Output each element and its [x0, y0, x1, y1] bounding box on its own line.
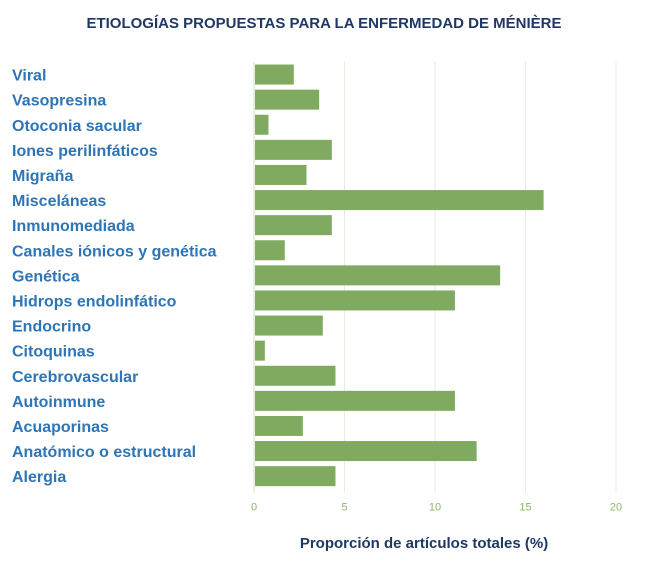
chart-title: ETIOLOGÍAS PROPUESTAS PARA LA ENFERMEDAD… [86, 15, 561, 32]
x-tick-label: 5 [341, 502, 347, 514]
x-tick-label: 15 [519, 502, 531, 514]
category-labels: Viral Vasopresina Otoconia sacular Iones pe… [12, 68, 217, 487]
x-axis-ticks: 0 5 10 15 20 [251, 502, 622, 514]
bar [255, 340, 265, 361]
category-label: Hidrops endolinfático [12, 293, 177, 310]
category-label: Citoquinas [12, 344, 95, 361]
category-label: Iones perilinfáticos [12, 143, 158, 160]
x-tick-label: 0 [251, 502, 257, 514]
bars [255, 64, 544, 487]
category-label: Acuaporinas [12, 419, 109, 436]
bar [255, 114, 269, 135]
category-label: Cerebrovascular [12, 369, 138, 386]
bar [255, 441, 477, 462]
bar [255, 240, 285, 261]
category-label: Anatómico o estructural [12, 444, 196, 461]
category-label: Otoconia sacular [12, 118, 142, 135]
bar [255, 390, 455, 411]
category-label: Canales iónicos y genética [12, 243, 217, 260]
bar [255, 64, 294, 85]
bar [255, 415, 303, 436]
bar [255, 139, 332, 160]
category-label: Alergia [12, 469, 66, 486]
bar [255, 89, 320, 110]
bar [255, 290, 455, 311]
x-axis-title: Proporción de artículos totales (%) [300, 535, 548, 552]
category-label: Vasopresina [12, 93, 106, 110]
bar [255, 466, 336, 487]
bar [255, 190, 544, 211]
bar [255, 315, 323, 336]
category-label: Genética [12, 268, 80, 285]
category-label: Viral [12, 68, 46, 85]
category-label: Autoinmune [12, 394, 105, 411]
bar [255, 265, 501, 286]
category-label: Inmunomediada [12, 218, 135, 235]
x-tick-label: 10 [429, 502, 441, 514]
bar [255, 365, 336, 386]
bar [255, 164, 307, 185]
category-label: Misceláneas [12, 193, 106, 210]
x-tick-label: 20 [610, 502, 622, 514]
bar [255, 215, 332, 236]
category-label: Endocrino [12, 319, 91, 336]
category-label: Migraña [12, 168, 73, 185]
